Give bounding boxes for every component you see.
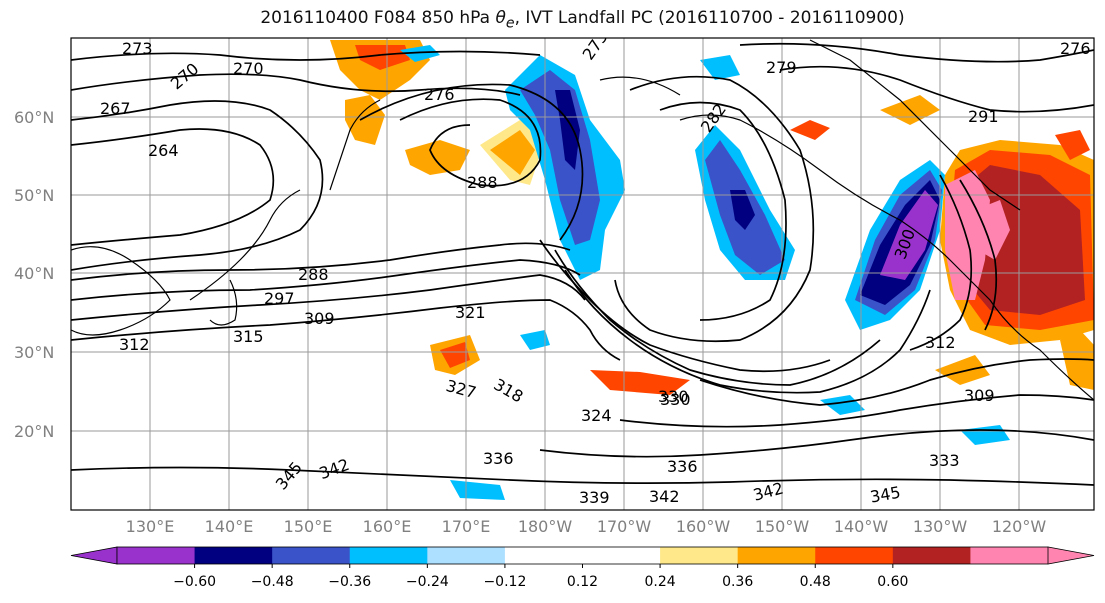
contour-label: 336 xyxy=(483,449,514,468)
shade-patch xyxy=(355,45,410,70)
shade-patch xyxy=(935,355,990,385)
shade-patch xyxy=(450,480,505,500)
contour-label: 291 xyxy=(968,107,999,126)
lon-label: 170°E xyxy=(442,517,491,536)
contour-label: 312 xyxy=(119,335,150,354)
shade-patch xyxy=(590,370,690,395)
map-frame xyxy=(70,37,1095,511)
shade-patch xyxy=(880,190,938,280)
shade-patch xyxy=(345,95,385,145)
colorbar-tick-label: −0.48 xyxy=(251,574,294,590)
colorbar-swatch xyxy=(427,547,506,564)
shade-patch xyxy=(1060,330,1094,390)
contour-label: 273 xyxy=(122,39,153,58)
contour-label: 309 xyxy=(964,386,995,405)
shade-patch xyxy=(405,140,470,175)
contour-label: 336 xyxy=(667,457,698,476)
shade-patch xyxy=(975,200,1010,260)
contour-label: 279 xyxy=(766,58,797,77)
latitude-labels: 60°N 50°N 40°N 30°N 20°N xyxy=(14,108,54,441)
colorbar-extend-low xyxy=(70,546,118,565)
colorbar-swatch xyxy=(737,547,816,564)
lon-label: 140°E xyxy=(205,517,254,536)
shade-patch xyxy=(400,45,440,62)
colorbar-tick-label: 0.12 xyxy=(567,574,598,590)
shade-patch xyxy=(820,395,865,415)
lon-label: 160°E xyxy=(363,517,412,536)
colorbar-swatch xyxy=(117,547,196,564)
contour-label: 330 xyxy=(660,390,691,409)
colorbar-tick-label: 0.48 xyxy=(800,574,831,590)
chart-title: 2016110400 F084 850 hPa θe, IVT Landfall… xyxy=(260,8,905,32)
shade-patch xyxy=(520,70,600,245)
shade-patch xyxy=(520,330,550,350)
shade-patch xyxy=(790,120,830,140)
lat-label: 30°N xyxy=(14,343,54,362)
graticule xyxy=(71,38,1094,510)
colorbar-swatch xyxy=(892,547,971,564)
colorbar: −0.60 −0.48 −0.36 −0.24 −0.12 0.12 0.24 0.36 0.4… xyxy=(70,546,1095,590)
contour-label: 315 xyxy=(233,327,264,346)
colorbar-swatch xyxy=(815,547,894,564)
lat-label: 60°N xyxy=(14,108,54,127)
lon-label: 180°W xyxy=(518,517,573,536)
contour-label: 276 xyxy=(424,85,455,104)
lon-label: 130°E xyxy=(126,517,175,536)
colorbar-swatch xyxy=(194,547,273,564)
shade-patch xyxy=(1055,130,1090,160)
colorbar-swatch xyxy=(272,547,351,564)
contour-label: 297 xyxy=(264,289,295,308)
lat-label: 20°N xyxy=(14,422,54,441)
contour-label: 324 xyxy=(581,406,612,425)
contour-label: 330 xyxy=(658,387,689,406)
lon-label: 130°W xyxy=(913,517,968,536)
lon-label: 160°W xyxy=(676,517,731,536)
contour-label: 333 xyxy=(929,451,960,470)
colorbar-extend-high xyxy=(1047,546,1095,565)
contour-label: 342 xyxy=(649,487,680,506)
lon-label: 140°W xyxy=(834,517,889,536)
colorbar-tick-label: −0.60 xyxy=(173,574,216,590)
lon-label: 170°W xyxy=(597,517,652,536)
contour-label: 339 xyxy=(579,488,610,507)
theta-e-contours xyxy=(71,42,1094,486)
contour-label: 321 xyxy=(455,303,486,322)
shade-patch xyxy=(490,130,535,175)
colorbar-tick-label: 0.24 xyxy=(644,574,675,590)
lat-label: 50°N xyxy=(14,186,54,205)
colorbar-tick-label: −0.24 xyxy=(406,574,449,590)
shade-patch xyxy=(555,90,580,170)
contour-label: 288 xyxy=(298,265,329,284)
colorbar-swatch xyxy=(660,547,739,564)
lon-label: 150°W xyxy=(755,517,810,536)
lat-label: 40°N xyxy=(14,264,54,283)
shade-patch xyxy=(945,170,990,300)
contour-label: 270 xyxy=(233,59,264,78)
colorbar-swatch xyxy=(349,547,428,564)
shade-patch xyxy=(730,190,755,230)
longitude-labels: 130°E 140°E 150°E 160°E 170°E 180°W 170°… xyxy=(126,517,1047,536)
shade-patch xyxy=(700,55,740,80)
contour-label: 264 xyxy=(148,141,179,160)
colorbar-tick-label: −0.36 xyxy=(328,574,371,590)
colorbar-swatch xyxy=(504,547,583,564)
lon-label: 120°W xyxy=(992,517,1047,536)
contour-label: 288 xyxy=(467,173,498,192)
colorbar-tick-label: 0.60 xyxy=(877,574,908,590)
colorbar-tick-label: 0.36 xyxy=(722,574,753,590)
lon-label: 150°E xyxy=(284,517,333,536)
colorbar-tick-label: −0.12 xyxy=(483,574,526,590)
contour-label: 309 xyxy=(304,309,335,328)
shade-patch xyxy=(440,342,470,368)
contour-label: 276 xyxy=(1060,39,1091,58)
colorbar-swatch xyxy=(582,547,661,564)
colorbar-swatch xyxy=(970,547,1049,564)
contour-label: 267 xyxy=(100,99,131,118)
contour-label: 312 xyxy=(925,333,956,352)
